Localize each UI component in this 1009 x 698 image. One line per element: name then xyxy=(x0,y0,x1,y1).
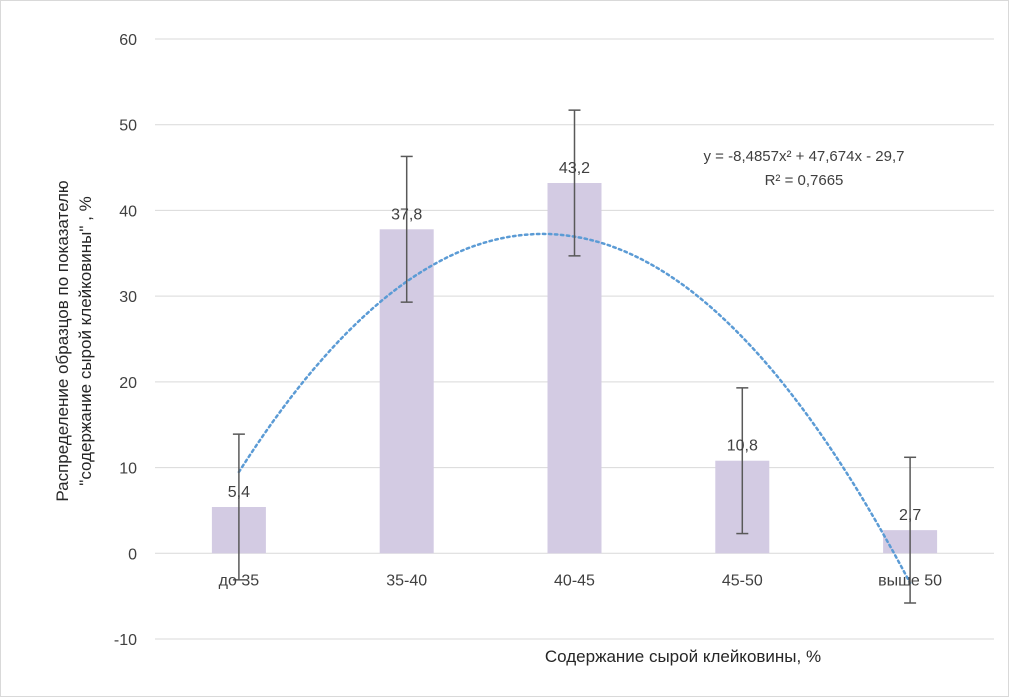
x-axis-ticks: до 35 35-40 40-45 45-50 выше 50 xyxy=(219,572,943,589)
y-axis-title-line1: Распределение образцов по показателю xyxy=(53,180,72,502)
trendline-r-squared: R² = 0,7665 xyxy=(765,172,844,189)
data-label: 43,2 xyxy=(559,160,590,177)
bars xyxy=(211,183,938,554)
y-axis-title: Распределение образцов по показателю "со… xyxy=(53,180,95,502)
data-labels: 5,4 37,8 43,2 10,8 2,7 xyxy=(228,160,922,524)
x-axis-title: Содержание сырой клейковины, % xyxy=(545,647,821,666)
x-tick-label: выше 50 xyxy=(878,572,942,589)
x-tick-label: 40-45 xyxy=(554,572,595,589)
y-tick-label: 0 xyxy=(128,546,137,563)
y-tick-label: 30 xyxy=(119,289,137,306)
y-axis-title-line2: "содержание сырой клейковины" , % xyxy=(76,196,95,485)
y-tick-label: 60 xyxy=(119,32,137,49)
data-label: 5,4 xyxy=(228,484,250,501)
y-tick-label: 40 xyxy=(119,203,137,220)
y-axis-ticks: -10 0 10 20 30 40 50 60 xyxy=(114,32,137,649)
x-tick-label: 45-50 xyxy=(722,572,763,589)
data-label: 2,7 xyxy=(899,507,921,524)
y-tick-label: 20 xyxy=(119,375,137,392)
error-bars xyxy=(232,109,917,604)
trendline-equation: y = -8,4857x² + 47,674x - 29,7 xyxy=(704,148,905,165)
y-tick-label: 10 xyxy=(119,461,137,478)
x-tick-label: 35-40 xyxy=(386,572,427,589)
y-tick-label: -10 xyxy=(114,632,137,649)
x-tick-label: до 35 xyxy=(219,572,260,589)
data-label: 10,8 xyxy=(727,438,758,455)
data-label: 37,8 xyxy=(391,206,422,223)
y-tick-label: 50 xyxy=(119,118,137,135)
